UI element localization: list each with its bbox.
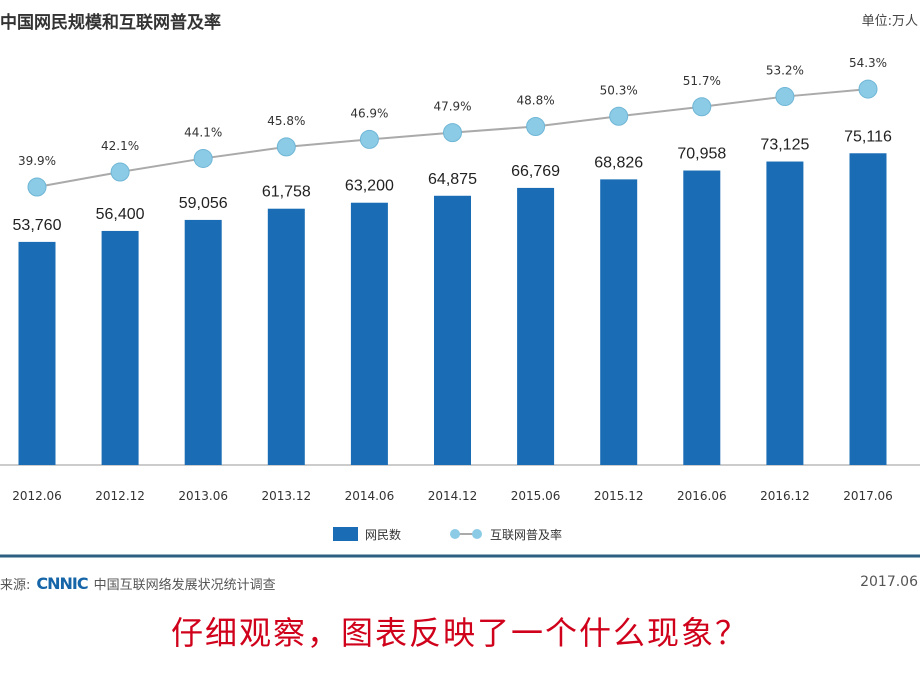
rate-label: 51.7%: [683, 74, 721, 88]
x-tick-label: 2016.12: [760, 489, 810, 503]
legend-point-swatch: [472, 529, 482, 539]
x-tick-label: 2013.06: [178, 489, 228, 503]
rate-label: 47.9%: [433, 100, 471, 114]
bar-value-label: 73,125: [760, 137, 809, 154]
bar: [849, 153, 887, 465]
x-tick-label: 2012.12: [95, 489, 145, 503]
cnnic-logo: CNNIC: [36, 574, 88, 593]
source-text: 中国互联网络发展状况统计调查: [93, 578, 276, 593]
bar: [101, 230, 139, 465]
x-tick-label: 2016.06: [677, 489, 727, 503]
chart-title: 中国网民规模和互联网普及率: [0, 13, 221, 33]
source-date: 2017.06: [860, 574, 918, 590]
x-tick-label: 2014.12: [428, 489, 478, 503]
rate-point: [443, 123, 462, 143]
rate-point: [276, 137, 296, 157]
x-tick-label: 2014.06: [345, 489, 395, 503]
rate-label: 46.9%: [350, 106, 388, 120]
unit-label: 单位:万人: [861, 14, 918, 29]
rate-label: 54.3%: [849, 56, 887, 70]
bar: [184, 219, 222, 465]
bar-value-label: 68,826: [594, 154, 643, 171]
bar-value-label: 61,758: [262, 184, 311, 201]
rate-label: 44.1%: [184, 125, 222, 139]
question-text: 仔细观察，图表反映了一个什么现象？: [170, 614, 749, 652]
bar: [600, 179, 638, 465]
rate-label: 48.8%: [517, 93, 555, 107]
rate-label: 53.2%: [766, 64, 804, 78]
rate-label: 45.8%: [267, 114, 305, 128]
bar-value-label: 53,760: [13, 217, 62, 234]
x-tick-label: 2015.12: [594, 489, 644, 503]
legend-bar-swatch: [333, 527, 358, 541]
bar: [350, 202, 388, 465]
bar: [683, 170, 721, 466]
bar: [517, 187, 555, 466]
rate-point: [775, 87, 795, 107]
rate-point: [27, 177, 47, 197]
rate-label: 50.3%: [600, 83, 638, 97]
rate-point: [692, 97, 712, 117]
rate-point: [193, 148, 213, 168]
bar-value-label: 64,875: [428, 171, 477, 188]
x-tick-label: 2015.06: [511, 489, 561, 503]
source: 来源: CNNIC 中国互联网络发展状况统计调查: [0, 574, 276, 593]
rate-point: [609, 106, 629, 126]
bar-value-label: 66,769: [511, 163, 560, 180]
bar-value-label: 75,116: [844, 128, 892, 145]
bar: [267, 208, 305, 466]
bar-value-label: 59,056: [179, 195, 228, 212]
bar: [434, 195, 471, 466]
x-tick-label: 2012.06: [12, 489, 62, 503]
legend-line-label: 互联网普及率: [490, 527, 562, 542]
rate-label: 42.1%: [101, 139, 139, 153]
bar: [766, 161, 804, 465]
rate-point: [359, 129, 379, 149]
bar: [18, 241, 56, 465]
rate-point: [858, 79, 878, 99]
rate-point: [526, 116, 546, 136]
x-tick-label: 2017.06: [843, 489, 893, 503]
rate-label: 39.9%: [18, 154, 56, 168]
x-tick-label: 2013.12: [261, 489, 311, 503]
bar-value-label: 63,200: [345, 178, 394, 195]
legend-point-swatch: [450, 529, 460, 539]
bar-value-label: 56,400: [96, 206, 145, 223]
legend-bar-label: 网民数: [365, 527, 401, 542]
source-prefix: 来源:: [0, 578, 31, 593]
chart: 53,760 2012.06 56,400 2012.12 59,056 2013.06 6…: [0, 56, 920, 558]
rate-point: [110, 162, 130, 182]
bar-value-label: 70,958: [677, 146, 726, 163]
